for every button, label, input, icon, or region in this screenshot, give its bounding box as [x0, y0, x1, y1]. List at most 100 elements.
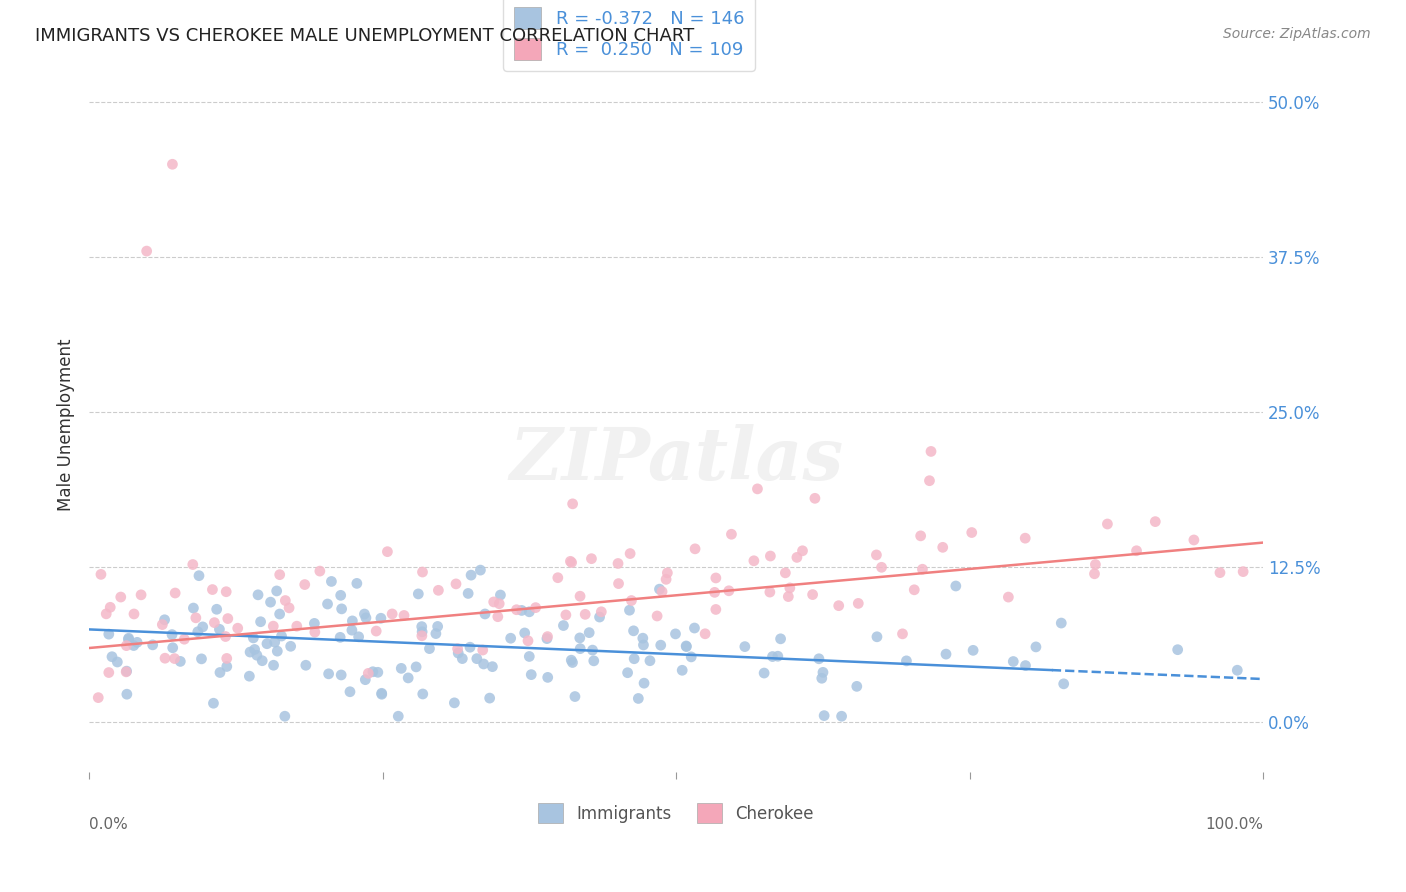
Point: [1053, 677, 1076, 691]
Point: [346, 576, 368, 591]
Point: [191, 620, 214, 634]
Point: [569, 641, 592, 656]
Point: [683, 621, 706, 635]
Point: [304, 616, 326, 631]
Point: [561, 656, 583, 670]
Point: [920, 444, 942, 458]
Point: [671, 663, 693, 677]
Point: [482, 595, 505, 609]
Point: [295, 658, 318, 673]
Point: [537, 670, 560, 684]
Point: [536, 632, 558, 646]
Point: [389, 661, 412, 675]
Point: [217, 611, 239, 625]
Point: [122, 607, 145, 621]
Point: [623, 651, 645, 665]
Point: [553, 618, 575, 632]
Point: [215, 651, 238, 665]
Point: [90, 567, 112, 582]
Point: [582, 654, 605, 668]
Point: [681, 649, 703, 664]
Point: [190, 652, 212, 666]
Point: [675, 639, 697, 653]
Point: [520, 667, 543, 681]
Point: [115, 687, 138, 701]
Point: [274, 593, 297, 607]
Point: [427, 583, 450, 598]
Point: [633, 638, 655, 652]
Point: [960, 525, 983, 540]
Point: [169, 654, 191, 668]
Point: [269, 567, 291, 582]
Point: [616, 665, 638, 680]
Point: [471, 643, 494, 657]
Point: [280, 640, 302, 654]
Point: [153, 651, 176, 665]
Point: [554, 607, 576, 622]
Point: [457, 586, 479, 600]
Point: [411, 619, 433, 633]
Point: [366, 624, 388, 638]
Point: [150, 617, 173, 632]
Point: [786, 550, 808, 565]
Point: [619, 603, 641, 617]
Point: [870, 560, 893, 574]
Point: [650, 638, 672, 652]
Point: [517, 633, 540, 648]
Point: [962, 643, 984, 657]
Point: [115, 665, 138, 679]
Point: [165, 586, 187, 600]
Point: [285, 619, 308, 633]
Point: [243, 642, 266, 657]
Point: [560, 653, 582, 667]
Point: [769, 632, 792, 646]
Point: [269, 607, 291, 621]
Point: [353, 607, 375, 621]
Point: [807, 652, 830, 666]
Point: [162, 157, 184, 171]
Point: [208, 665, 231, 680]
Point: [392, 608, 415, 623]
Point: [443, 696, 465, 710]
Point: [945, 579, 967, 593]
Point: [536, 630, 558, 644]
Point: [1125, 543, 1147, 558]
Point: [1167, 642, 1189, 657]
Point: [655, 572, 678, 586]
Point: [792, 543, 814, 558]
Point: [591, 605, 613, 619]
Point: [405, 660, 427, 674]
Point: [638, 654, 661, 668]
Point: [581, 643, 603, 657]
Point: [250, 654, 273, 668]
Point: [775, 566, 797, 580]
Point: [318, 666, 340, 681]
Point: [1014, 658, 1036, 673]
Point: [411, 624, 433, 639]
Point: [316, 597, 339, 611]
Point: [426, 619, 449, 633]
Point: [256, 637, 278, 651]
Point: [387, 709, 409, 723]
Point: [160, 627, 183, 641]
Point: [115, 664, 138, 678]
Point: [129, 588, 152, 602]
Point: [447, 646, 470, 660]
Point: [451, 651, 474, 665]
Point: [173, 632, 195, 647]
Point: [1050, 615, 1073, 630]
Point: [510, 603, 533, 617]
Text: 0.0%: 0.0%: [89, 817, 128, 832]
Point: [633, 676, 655, 690]
Point: [142, 638, 165, 652]
Point: [354, 611, 377, 625]
Point: [488, 597, 510, 611]
Point: [370, 611, 392, 625]
Point: [377, 544, 399, 558]
Point: [321, 574, 343, 589]
Point: [547, 571, 569, 585]
Point: [619, 547, 641, 561]
Point: [122, 639, 145, 653]
Point: [1014, 531, 1036, 545]
Point: [828, 599, 851, 613]
